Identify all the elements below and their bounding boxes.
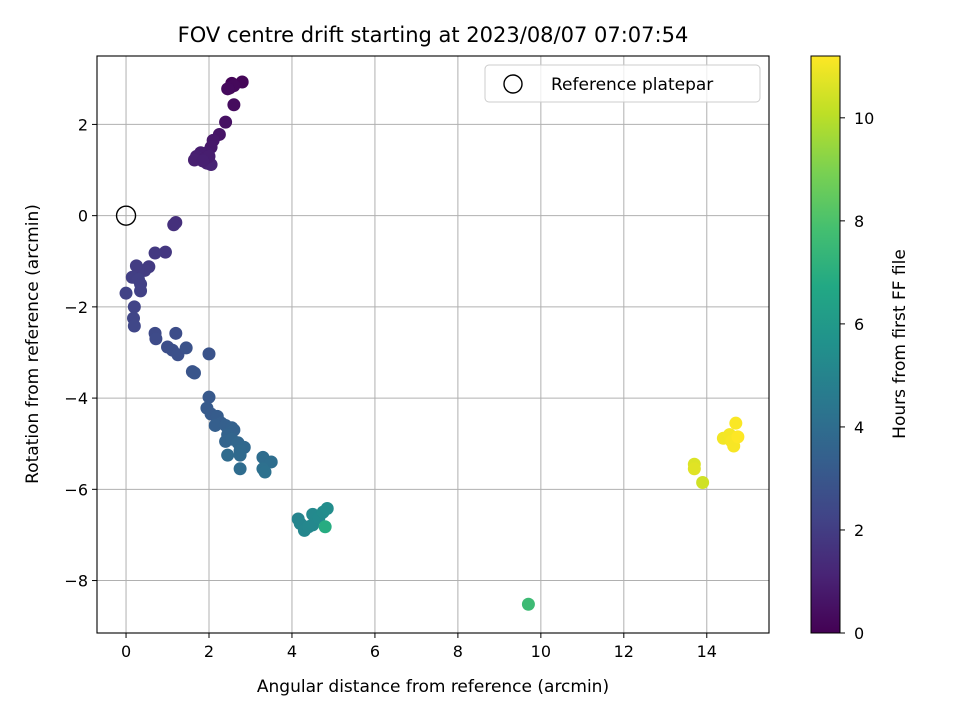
data-point: [129, 259, 143, 273]
colorbar-tick-label: 0: [854, 624, 864, 643]
legend-box: [484, 64, 761, 103]
data-point: [148, 246, 162, 260]
data-point: [227, 98, 241, 112]
data-point: [187, 366, 201, 380]
legend-reference-marker: [503, 74, 523, 94]
data-point: [729, 416, 743, 430]
data-point: [127, 319, 141, 333]
colorbar-tick-label: 6: [854, 315, 864, 334]
colorbar: [810, 55, 841, 634]
y-tick-label: −6: [64, 480, 88, 499]
colorbar-tick-label: 8: [854, 212, 864, 231]
data-point: [521, 597, 535, 611]
data-point: [158, 245, 172, 259]
x-axis-ticks: 0 2 4 6 8 10 12 14: [121, 633, 717, 661]
data-point: [221, 82, 235, 96]
plot-frame: [96, 55, 770, 634]
colorbar-ticks: 0 2 4 6 8 10: [840, 109, 874, 643]
y-tick-label: −2: [64, 298, 88, 317]
data-point: [119, 286, 133, 300]
y-axis-label: Rotation from reference (arcmin): [23, 204, 43, 484]
colorbar-tick-label: 10: [854, 109, 874, 128]
data-point: [233, 462, 247, 476]
data-point: [318, 520, 332, 534]
data-point: [196, 154, 210, 168]
data-point: [219, 115, 233, 129]
y-tick-label: −4: [64, 389, 88, 408]
x-tick-label: 14: [697, 642, 717, 661]
colorbar-label: Hours from first FF file: [890, 249, 910, 439]
x-tick-label: 8: [453, 642, 463, 661]
data-point: [167, 218, 181, 232]
colorbar-tick-label: 4: [854, 418, 864, 437]
x-tick-label: 6: [370, 642, 380, 661]
data-point: [221, 448, 235, 462]
data-point: [233, 448, 247, 462]
data-point: [258, 465, 272, 479]
y-tick-label: 0: [78, 207, 88, 226]
data-point: [179, 341, 193, 355]
y-tick-label: 2: [78, 115, 88, 134]
y-tick-label: −8: [64, 572, 88, 591]
legend-label: Reference platepar: [551, 75, 713, 95]
data-point: [149, 332, 163, 346]
data-points: [119, 75, 745, 611]
data-point: [208, 418, 222, 432]
data-point: [134, 284, 148, 298]
data-point: [731, 430, 745, 444]
x-tick-label: 10: [531, 642, 551, 661]
legend: Reference platepar: [484, 64, 761, 103]
data-point: [687, 462, 701, 476]
chart-title: FOV centre drift starting at 2023/08/07 …: [178, 23, 689, 47]
data-point: [202, 390, 216, 404]
data-point: [169, 326, 183, 340]
x-tick-label: 12: [614, 642, 634, 661]
y-axis-ticks: −8 −6 −4 −2 0 2: [64, 115, 97, 591]
reference-marker-group: [115, 205, 137, 226]
data-point: [127, 300, 141, 314]
x-axis-label: Angular distance from reference (arcmin): [257, 677, 609, 697]
data-point: [696, 475, 710, 489]
x-tick-label: 0: [121, 642, 131, 661]
reference-platepar-marker: [115, 205, 137, 226]
x-tick-label: 2: [204, 642, 214, 661]
x-tick-label: 4: [287, 642, 297, 661]
data-point: [320, 501, 334, 515]
colorbar-tick-label: 2: [854, 521, 864, 540]
data-point: [202, 347, 216, 361]
grid-lines: [97, 56, 769, 633]
